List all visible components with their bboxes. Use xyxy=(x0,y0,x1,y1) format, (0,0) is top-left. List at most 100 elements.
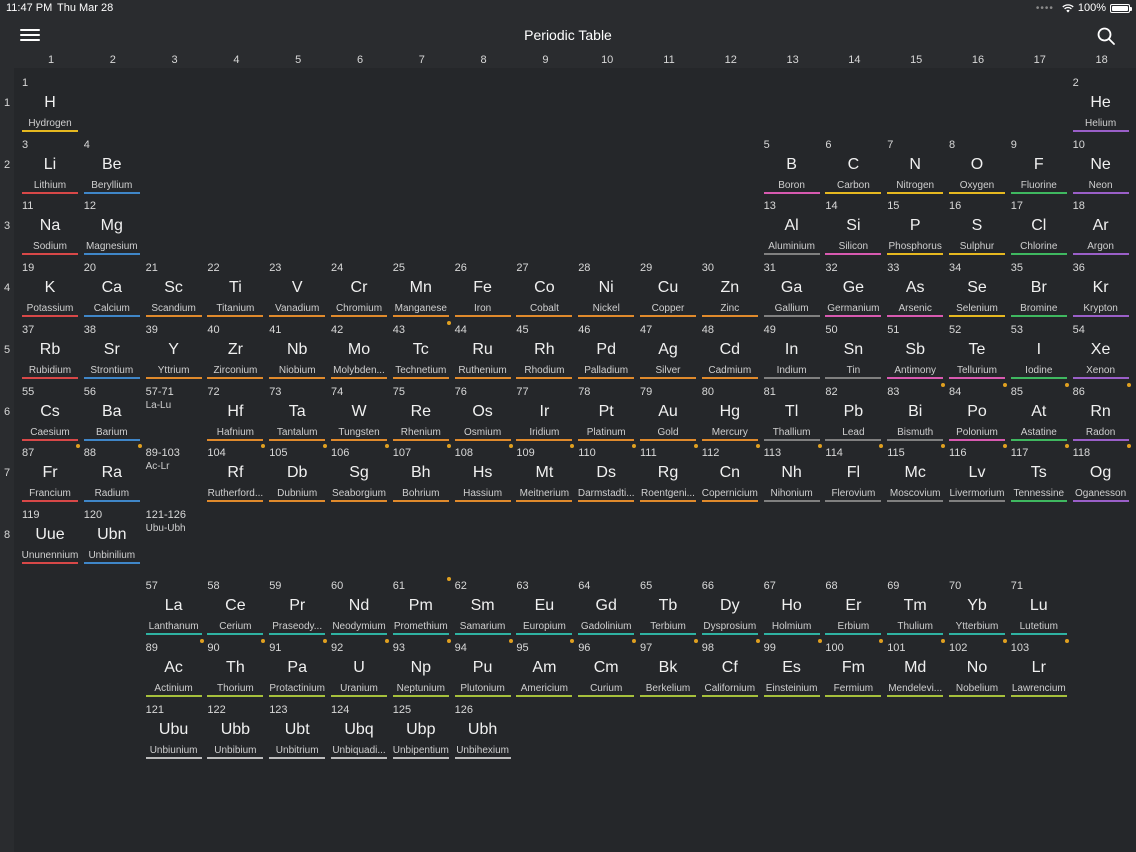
element-cell-rb[interactable]: 37 Rb Rubidium xyxy=(20,321,80,379)
element-cell-pa[interactable]: 91 Pa Protactinium xyxy=(267,638,328,697)
element-cell-nb[interactable]: 41 Nb Niobium xyxy=(267,321,327,379)
element-cell-bk[interactable]: 97 Bk Berkelium xyxy=(638,638,698,697)
element-cell-cn[interactable]: 112 Cn Copernicium xyxy=(700,444,760,503)
element-cell-he[interactable]: 2 He Helium xyxy=(1071,74,1131,132)
element-cell-se[interactable]: 34 Se Selenium xyxy=(947,259,1007,318)
element-cell-cm[interactable]: 96 Cm Curium xyxy=(576,638,637,697)
element-cell-rh[interactable]: 45 Rh Rhodium xyxy=(514,321,574,379)
element-cell-hs[interactable]: 108 Hs Hassium xyxy=(453,444,513,503)
element-cell-tm[interactable]: 69 Tm Thulium xyxy=(885,577,945,636)
element-cell-ubn[interactable]: 120 Ubn Unbinilium xyxy=(82,506,142,564)
element-cell-at[interactable]: 85 At Astatine xyxy=(1009,382,1069,441)
element-cell-ts[interactable]: 117 Ts Tennessine xyxy=(1009,444,1069,503)
element-cell-eu[interactable]: 63 Eu Europium xyxy=(514,577,574,636)
element-cell-bh[interactable]: 107 Bh Bohrium xyxy=(391,444,451,503)
element-cell-o[interactable]: 8 O Oxygen xyxy=(947,136,1007,194)
element-cell-pb[interactable]: 82 Pb Lead xyxy=(823,383,883,441)
element-cell-fr[interactable]: 87 Fr Francium xyxy=(20,444,80,503)
element-cell-es[interactable]: 99 Es Einsteinium xyxy=(762,638,822,697)
element-cell-hg[interactable]: 80 Hg Mercury xyxy=(700,383,760,441)
element-cell-ubq[interactable]: 124 Ubq Unbiquadi... xyxy=(329,701,389,759)
element-cell-xe[interactable]: 54 Xe Xenon xyxy=(1071,321,1131,379)
element-cell-lr[interactable]: 103 Lr Lawrencium xyxy=(1009,638,1069,697)
element-cell-as[interactable]: 33 As Arsenic xyxy=(885,259,945,318)
element-cell-zn[interactable]: 30 Zn Zinc xyxy=(700,259,760,318)
element-cell-ni[interactable]: 28 Ni Nickel xyxy=(576,259,636,318)
element-cell-ar[interactable]: 18 Ar Argon xyxy=(1071,197,1131,256)
element-cell-la[interactable]: 57 La Lanthanum xyxy=(144,577,204,636)
element-cell-ce[interactable]: 58 Ce Cerium xyxy=(205,577,265,636)
element-cell-ga[interactable]: 31 Ga Gallium xyxy=(762,259,822,318)
element-cell-ca[interactable]: 20 Ca Calcium xyxy=(82,259,142,318)
element-cell-ag[interactable]: 47 Ag Silver xyxy=(638,321,698,379)
element-cell-md[interactable]: 101 Md Mendelevi... xyxy=(885,638,946,697)
element-cell-fm[interactable]: 100 Fm Fermium xyxy=(823,638,884,697)
element-cell-f[interactable]: 9 F Fluorine xyxy=(1009,136,1069,194)
element-cell-ta[interactable]: 73 Ta Tantalum xyxy=(267,383,327,441)
element-cell-w[interactable]: 74 W Tungsten xyxy=(329,383,389,441)
element-cell-am[interactable]: 95 Am Americium xyxy=(514,638,575,697)
element-cell-k[interactable]: 19 K Potassium xyxy=(20,259,80,318)
element-cell-tc[interactable]: 43 Tc Technetium xyxy=(391,320,451,379)
element-cell-pr[interactable]: 59 Pr Praseody... xyxy=(267,577,327,636)
element-cell-ubu[interactable]: 121 Ubu Unbiunium xyxy=(144,701,204,759)
element-cell-ac[interactable]: 89 Ac Actinium xyxy=(144,638,204,697)
element-cell-ru[interactable]: 44 Ru Ruthenium xyxy=(453,321,513,379)
element-cell-ge[interactable]: 32 Ge Germanium xyxy=(823,259,883,318)
element-cell-zr[interactable]: 40 Zr Zirconium xyxy=(205,321,265,379)
element-cell-nd[interactable]: 60 Nd Neodymium xyxy=(329,577,389,636)
element-cell-db[interactable]: 105 Db Dubnium xyxy=(267,444,328,503)
hamburger-menu-icon[interactable] xyxy=(20,26,40,46)
element-cell-ds[interactable]: 110 Ds Darmstadti... xyxy=(576,444,637,503)
element-cell-rg[interactable]: 111 Rg Roentgeni... xyxy=(638,444,698,503)
element-cell-cu[interactable]: 29 Cu Copper xyxy=(638,259,698,318)
element-cell-au[interactable]: 79 Au Gold xyxy=(638,383,698,441)
element-cell-te[interactable]: 52 Te Tellurium xyxy=(947,321,1007,379)
element-cell-cs[interactable]: 55 Cs Caesium xyxy=(20,383,80,441)
element-cell-th[interactable]: 90 Th Thorium xyxy=(205,638,266,697)
element-cell-b[interactable]: 5 B Boron xyxy=(762,136,822,194)
element-cell-sn[interactable]: 50 Sn Tin xyxy=(823,321,883,379)
element-cell-i[interactable]: 53 I Iodine xyxy=(1009,321,1069,379)
element-cell-ba[interactable]: 56 Ba Barium xyxy=(82,383,142,441)
element-cell-fe[interactable]: 26 Fe Iron xyxy=(453,259,513,318)
element-cell-gd[interactable]: 64 Gd Gadolinium xyxy=(576,577,636,636)
element-cell-pd[interactable]: 46 Pd Palladium xyxy=(576,321,636,379)
element-cell-rn[interactable]: 86 Rn Radon xyxy=(1071,382,1131,441)
element-cell-bi[interactable]: 83 Bi Bismuth xyxy=(885,382,946,441)
element-cell-cf[interactable]: 98 Cf Californium xyxy=(700,638,760,697)
element-cell-u[interactable]: 92 U Uranium xyxy=(329,638,389,697)
element-cell-v[interactable]: 23 V Vanadium xyxy=(267,259,327,318)
element-cell-sm[interactable]: 62 Sm Samarium xyxy=(453,577,513,636)
element-cell-cr[interactable]: 24 Cr Chromium xyxy=(329,259,389,318)
element-cell-br[interactable]: 35 Br Bromine xyxy=(1009,259,1069,318)
element-cell-h[interactable]: 1 H Hydrogen xyxy=(20,74,80,132)
element-cell-uue[interactable]: 119 Uue Ununennium xyxy=(20,506,80,564)
element-cell-p[interactable]: 15 P Phosphorus xyxy=(885,197,945,256)
element-cell-tl[interactable]: 81 Tl Thallium xyxy=(762,383,822,441)
element-cell-mt[interactable]: 109 Mt Meitnerium xyxy=(514,444,575,503)
element-cell-kr[interactable]: 36 Kr Krypton xyxy=(1071,259,1131,318)
element-cell-ne[interactable]: 10 Ne Neon xyxy=(1071,136,1131,194)
element-cell-n[interactable]: 7 N Nitrogen xyxy=(885,136,945,194)
element-cell-sr[interactable]: 38 Sr Strontium xyxy=(82,321,142,379)
element-cell-mc[interactable]: 115 Mc Moscovium xyxy=(885,444,946,503)
element-cell-sc[interactable]: 21 Sc Scandium xyxy=(144,259,204,318)
element-cell-nh[interactable]: 113 Nh Nihonium xyxy=(762,444,822,503)
element-cell-no[interactable]: 102 No Nobelium xyxy=(947,638,1007,697)
element-cell-al[interactable]: 13 Al Aluminium xyxy=(762,197,822,256)
element-cell-tb[interactable]: 65 Tb Terbium xyxy=(638,577,698,636)
element-cell-be[interactable]: 4 Be Beryllium xyxy=(82,136,142,194)
element-cell-sg[interactable]: 106 Sg Seaborgium xyxy=(329,444,389,503)
element-cell-na[interactable]: 11 Na Sodium xyxy=(20,197,80,256)
element-cell-mg[interactable]: 12 Mg Magnesium xyxy=(82,197,142,256)
element-cell-pu[interactable]: 94 Pu Plutonium xyxy=(453,638,513,697)
element-cell-ra[interactable]: 88 Ra Radium xyxy=(82,444,142,503)
element-cell-po[interactable]: 84 Po Polonium xyxy=(947,382,1007,441)
element-cell-lu[interactable]: 71 Lu Lutetium xyxy=(1009,577,1069,636)
element-cell-in[interactable]: 49 In Indium xyxy=(762,321,822,379)
element-cell-ubh[interactable]: 126 Ubh Unbihexium xyxy=(453,701,513,759)
element-cell-ubb[interactable]: 122 Ubb Unbibium xyxy=(205,701,265,759)
element-cell-ubp[interactable]: 125 Ubp Unbipentium xyxy=(391,701,451,759)
element-cell-si[interactable]: 14 Si Silicon xyxy=(823,197,883,256)
